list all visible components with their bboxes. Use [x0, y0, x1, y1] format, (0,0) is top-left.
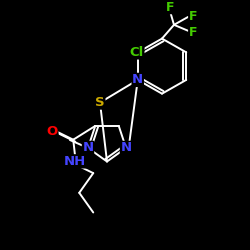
Text: F: F	[166, 1, 174, 14]
Text: N: N	[120, 142, 132, 154]
Text: F: F	[189, 26, 197, 39]
Text: F: F	[189, 10, 197, 24]
Text: N: N	[82, 142, 94, 154]
Text: Cl: Cl	[130, 46, 144, 59]
Text: O: O	[46, 125, 58, 138]
Text: S: S	[95, 96, 105, 109]
Text: NH: NH	[64, 155, 86, 168]
Text: N: N	[132, 74, 143, 86]
